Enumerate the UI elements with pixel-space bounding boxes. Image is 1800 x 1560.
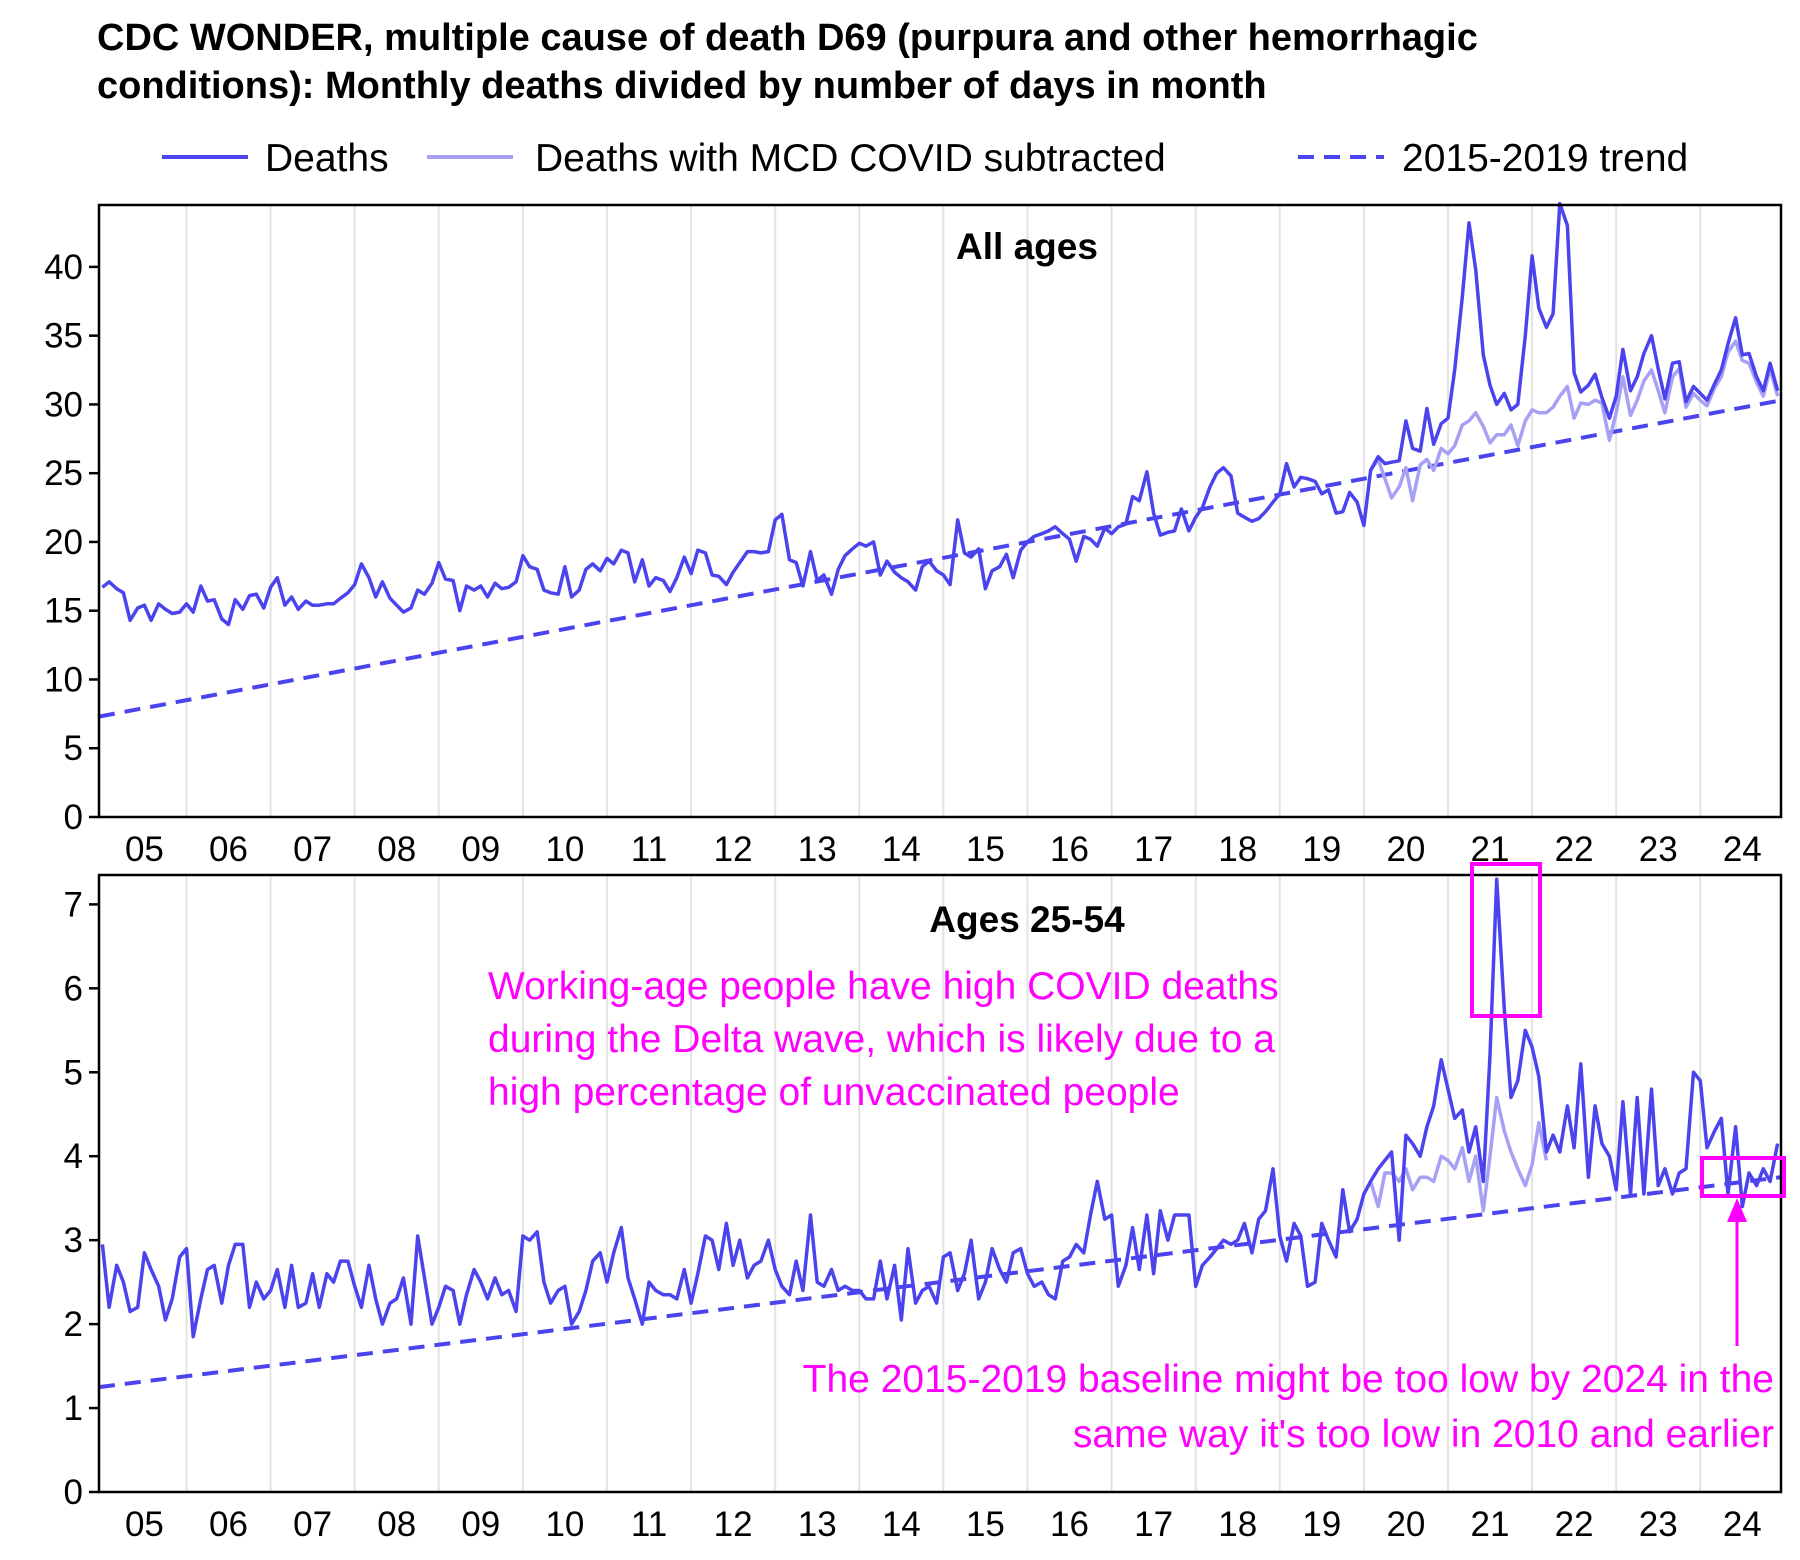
y-tick-label: 3	[64, 1221, 83, 1260]
x-tick-label: 19	[1302, 1505, 1341, 1544]
y-tick-label: 1	[64, 1389, 83, 1428]
x-tick-label: 09	[461, 830, 500, 869]
annotation-baseline-line-1: The 2015-2019 baseline might be too low …	[803, 1358, 1774, 1401]
x-tick-label: 24	[1723, 830, 1762, 869]
x-tick-label: 14	[882, 1505, 921, 1544]
x-tick-label: 07	[293, 830, 332, 869]
x-tick-label: 05	[125, 1505, 164, 1544]
y-tick-label: 6	[64, 969, 83, 1008]
x-tick-label: 15	[966, 830, 1005, 869]
annotation-delta-line-1: Working-age people have high COVID death…	[488, 965, 1279, 1008]
x-tick-label: 17	[1134, 830, 1173, 869]
annotation-delta-box	[1470, 862, 1542, 1018]
y-tick-label: 20	[44, 523, 83, 562]
x-tick-label: 21	[1471, 1505, 1510, 1544]
y-tick-label: 0	[64, 1473, 83, 1512]
panel-all-ages-frame	[97, 203, 1783, 819]
panel-all-ages-trend	[98, 398, 1782, 719]
x-tick-label: 17	[1134, 1505, 1173, 1544]
x-tick-label: 11	[631, 1505, 667, 1544]
annotation-delta-wave: Working-age people have high COVID death…	[488, 862, 1542, 1114]
x-tick-label: 10	[545, 830, 584, 869]
deaths-line-all-ages	[101, 201, 1780, 627]
deaths-line-ages-25-54	[100, 877, 1780, 1339]
x-tick-label: 07	[293, 1505, 332, 1544]
annotation-baseline: The 2015-2019 baseline might be too low …	[803, 1156, 1786, 1456]
annotation-baseline-line-2: same way it's too low in 2010 and earlie…	[1073, 1413, 1774, 1456]
panel-ages-25-54-y-axis: 0 1 2 3 4 5 6 7	[64, 885, 99, 1512]
x-tick-label: 12	[714, 1505, 753, 1544]
legend: Deaths Deaths with MCD COVID subtracted …	[162, 137, 1688, 180]
y-tick-label: 35	[44, 317, 83, 356]
covid-subtracted-line-all-ages	[1369, 339, 1780, 503]
y-tick-label: 30	[44, 385, 83, 424]
legend-label-trend: 2015-2019 trend	[1402, 137, 1688, 180]
panel-ages-25-54-deaths	[100, 877, 1780, 1339]
x-tick-label: 18	[1218, 830, 1257, 869]
x-tick-label: 11	[631, 830, 667, 869]
x-tick-label: 06	[209, 830, 248, 869]
panel-ages-25-54-covid-subtracted	[1368, 1095, 1549, 1213]
y-tick-label: 40	[44, 248, 83, 287]
y-tick-label: 25	[44, 454, 83, 493]
y-tick-label: 2	[64, 1305, 83, 1344]
x-tick-label: 16	[1050, 1505, 1089, 1544]
x-tick-label: 13	[798, 1505, 837, 1544]
x-tick-label: 24	[1723, 1505, 1762, 1544]
annotation-delta-line-3: high percentage of unvaccinated people	[488, 1071, 1180, 1114]
x-tick-label: 20	[1386, 830, 1425, 869]
y-tick-label: 7	[64, 885, 83, 924]
x-tick-label: 23	[1639, 830, 1678, 869]
annotation-baseline-box	[1700, 1156, 1786, 1198]
x-tick-label: 08	[377, 1505, 416, 1544]
covid-subtracted-line-ages-25-54	[1368, 1095, 1549, 1213]
trend-line-all-ages	[98, 398, 1782, 719]
x-tick-label: 22	[1555, 1505, 1594, 1544]
annotation-delta-line-2: during the Delta wave, which is likely d…	[488, 1018, 1275, 1061]
panel-all-ages-deaths	[101, 201, 1780, 627]
panel-all-ages-covid-subtracted	[1369, 339, 1780, 503]
annotation-baseline-arrowhead	[1727, 1198, 1747, 1222]
y-tick-label: 10	[44, 660, 83, 699]
x-tick-label: 22	[1555, 830, 1594, 869]
x-tick-label: 10	[545, 1505, 584, 1544]
legend-label-deaths: Deaths	[265, 137, 389, 180]
legend-label-covid-subtracted: Deaths with MCD COVID subtracted	[535, 137, 1166, 180]
x-tick-label: 09	[461, 1505, 500, 1544]
panel-ages-25-54-frame	[97, 873, 1783, 1494]
panel-ages-25-54-gridlines	[185, 875, 1702, 1492]
y-tick-label: 5	[64, 729, 83, 768]
panel-all-ages-title: All ages	[956, 226, 1098, 267]
x-tick-label: 12	[714, 830, 753, 869]
x-tick-label: 14	[882, 830, 921, 869]
panel-ages-25-54-x-axis: 05 06 07 08 09 10 11 12 13 14 15 16 17 18 19 20 21 22 23 24	[125, 1505, 1762, 1544]
x-tick-label: 08	[377, 830, 416, 869]
x-tick-label: 06	[209, 1505, 248, 1544]
x-tick-label: 19	[1302, 830, 1341, 869]
panel-ages-25-54-title: Ages 25-54	[929, 899, 1125, 940]
y-tick-label: 5	[64, 1053, 83, 1092]
x-tick-label: 18	[1218, 1505, 1257, 1544]
y-tick-label: 15	[44, 592, 83, 631]
chart-title-line-1: CDC WONDER, multiple cause of death D69 …	[97, 17, 1478, 59]
x-tick-label: 15	[966, 1505, 1005, 1544]
x-tick-label: 20	[1386, 1505, 1425, 1544]
x-tick-label: 13	[798, 830, 837, 869]
x-tick-label: 16	[1050, 830, 1089, 869]
x-tick-label: 05	[125, 830, 164, 869]
panel-all-ages-y-axis: 0 5 10 15 20 25 30 35 40	[44, 248, 99, 837]
y-tick-label: 0	[64, 798, 83, 837]
y-tick-label: 4	[64, 1137, 83, 1176]
x-tick-label: 23	[1639, 1505, 1678, 1544]
chart-title-line-2: conditions): Monthly deaths divided by n…	[97, 65, 1267, 107]
panel-all-ages-gridlines	[185, 205, 1702, 817]
